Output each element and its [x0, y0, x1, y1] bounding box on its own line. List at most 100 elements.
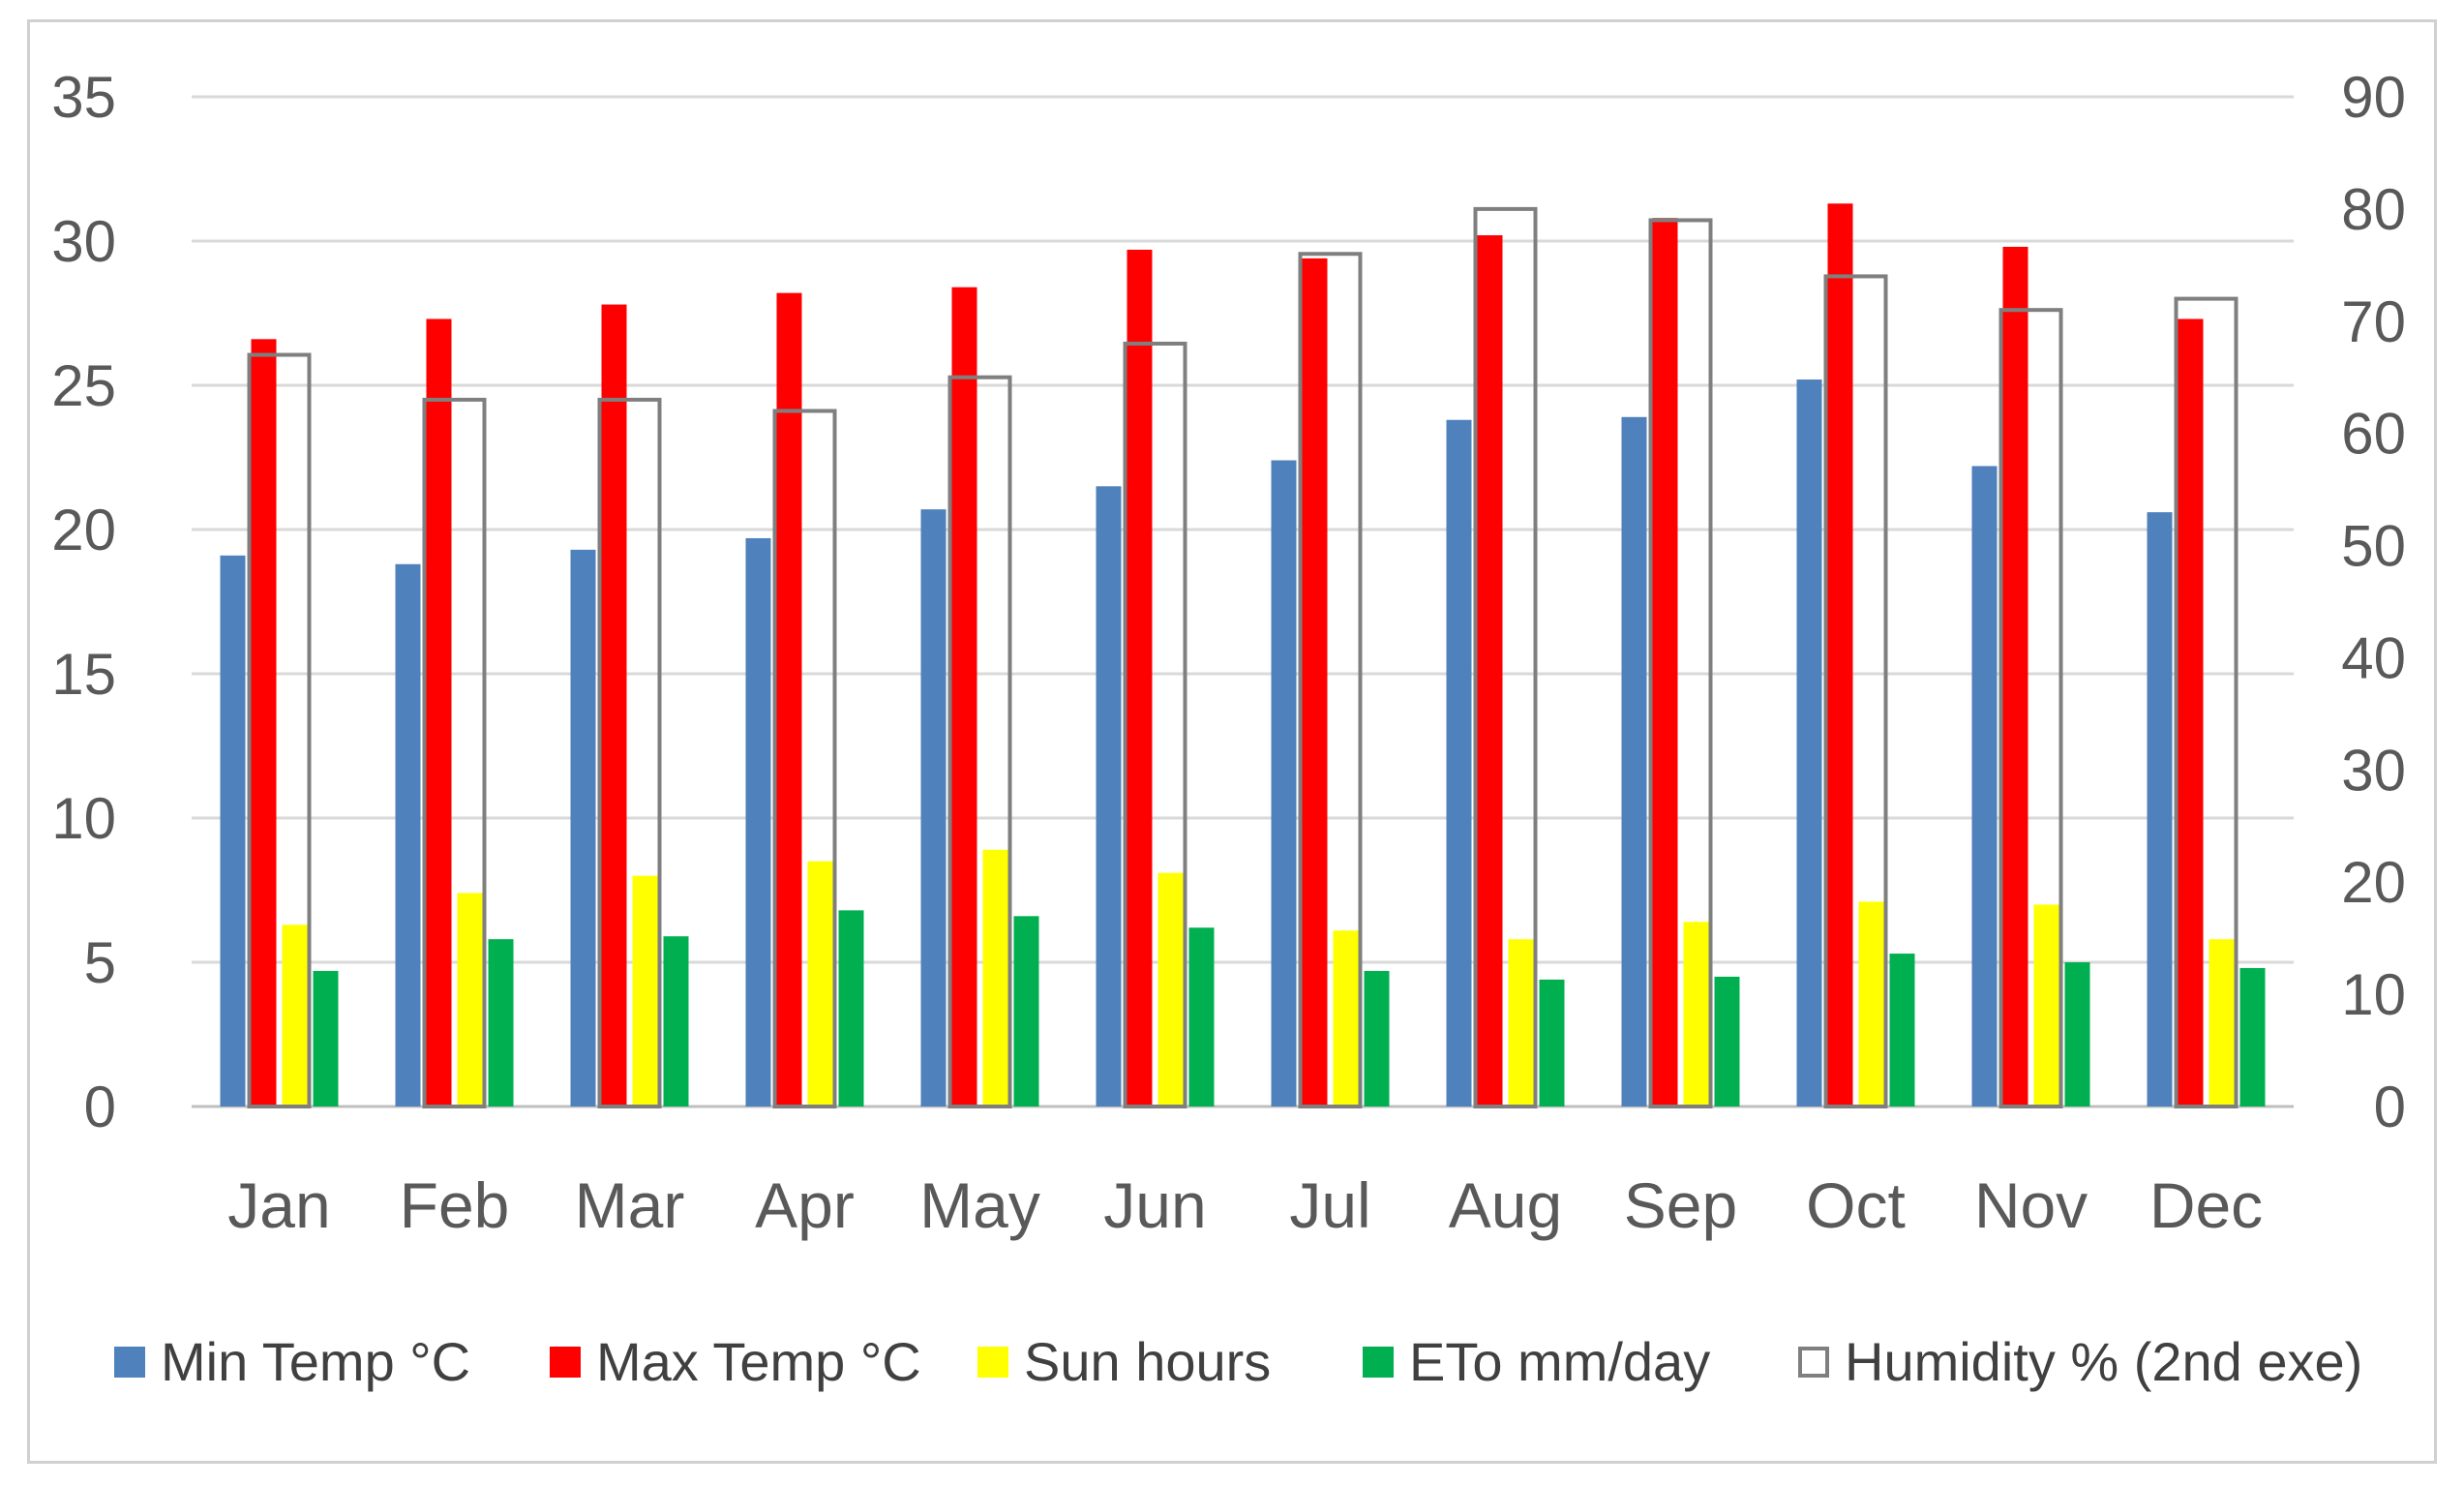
left-axis-tick-label: 10 [51, 786, 116, 851]
bar-humidity [1123, 341, 1187, 1108]
bar-humidity [1473, 206, 1538, 1108]
right-axis-tick-label: 0 [2374, 1075, 2406, 1139]
bar-humidity [1998, 308, 2063, 1108]
bar-humidity [247, 352, 312, 1108]
legend-label: Max Temp °C [596, 1331, 921, 1392]
left-axis-tick-label: 30 [51, 209, 116, 274]
bar-min-temp-c [1971, 466, 1998, 1107]
right-axis-tick-label: 70 [2341, 289, 2406, 354]
bar-sun-hours [282, 925, 308, 1107]
bar-min-temp-c [1096, 486, 1122, 1107]
bar-min-temp-c [2147, 512, 2173, 1107]
x-axis-tick-label: Oct [1806, 1169, 1906, 1241]
legend-swatch [1798, 1347, 1829, 1378]
legend-label: Humidity % (2nd exe) [1845, 1331, 2362, 1392]
bar-min-temp-c [1446, 419, 1472, 1107]
bar-min-temp-c [1621, 416, 1647, 1107]
bar-min-temp-c [920, 509, 947, 1107]
bar-sun-hours [982, 849, 1008, 1107]
right-axis-tick-label: 60 [2341, 402, 2406, 467]
bar-eto-mm-day [838, 910, 864, 1107]
left-axis-tick-label: 5 [84, 930, 116, 995]
legend-label: ETo mm/day [1409, 1331, 1710, 1392]
bar-eto-mm-day [1539, 979, 1565, 1107]
bar-min-temp-c [220, 555, 246, 1107]
legend-swatch [114, 1347, 145, 1378]
bar-humidity [1298, 252, 1363, 1108]
bar-eto-mm-day [488, 939, 514, 1107]
left-axis-tick-label: 35 [51, 65, 116, 130]
left-axis-tick-label: 0 [84, 1075, 116, 1139]
bar-humidity [422, 397, 487, 1108]
bar-min-temp-c [570, 549, 596, 1107]
bar-eto-mm-day [2239, 967, 2266, 1107]
bar-min-temp-c [1271, 460, 1297, 1107]
bar-humidity [597, 397, 662, 1108]
right-axis-tick-label: 90 [2341, 65, 2406, 130]
bar-sun-hours [1683, 922, 1709, 1107]
bar-max-temp-c [1652, 218, 1678, 1107]
bars [220, 203, 2266, 1107]
bar-max-temp-c [1477, 235, 1503, 1107]
x-axis-tick-label: Apr [755, 1169, 855, 1241]
x-axis-tick-label: Nov [1974, 1169, 2088, 1241]
bar-max-temp-c [776, 292, 802, 1107]
bar-max-temp-c [1127, 249, 1153, 1107]
bar-sun-hours [1858, 901, 1884, 1107]
bar-min-temp-c [395, 563, 421, 1107]
bar-sun-hours [1333, 930, 1359, 1107]
x-axis-tick-label: Sep [1624, 1169, 1737, 1241]
bar-eto-mm-day [663, 936, 689, 1107]
legend-swatch [1363, 1347, 1394, 1378]
bar-humidity [1648, 218, 1713, 1108]
bar-humidity [1823, 274, 1888, 1108]
legend-swatch [550, 1347, 581, 1378]
bar-eto-mm-day [313, 970, 339, 1107]
bar-humidity [772, 409, 837, 1108]
bar-max-temp-c [2178, 318, 2204, 1107]
bar-sun-hours [807, 861, 833, 1107]
right-axis-tick-label: 40 [2341, 625, 2406, 690]
right-axis-tick-label: 30 [2341, 738, 2406, 803]
bar-sun-hours [2209, 939, 2235, 1107]
x-axis-tick-label: Feb [400, 1169, 510, 1241]
bar-eto-mm-day [1714, 976, 1740, 1107]
right-axis-tick-label: 20 [2341, 850, 2406, 915]
left-axis-tick-label: 25 [51, 353, 116, 418]
bar-sun-hours [632, 875, 658, 1107]
right-axis-tick-label: 80 [2341, 177, 2406, 242]
bar-max-temp-c [1302, 258, 1328, 1107]
humidity-bars [247, 206, 2239, 1109]
x-axis-tick-label: Jul [1289, 1169, 1370, 1241]
bar-eto-mm-day [1364, 970, 1390, 1107]
bar-sun-hours [1508, 939, 1534, 1107]
left-axis-tick-label: 15 [51, 642, 116, 707]
bar-sun-hours [1157, 872, 1184, 1107]
gridlines [192, 95, 2294, 1108]
x-axis-tick-label: Jan [227, 1169, 330, 1241]
axes: 0 5 10 15 20 25 30 35 0 10 20 30 40 50 60 70 80 90 Jan Feb M… [51, 65, 2406, 1241]
bar-eto-mm-day [1188, 927, 1215, 1107]
legend-label: Min Temp °C [161, 1331, 470, 1392]
bar-min-temp-c [1796, 379, 1822, 1107]
left-axis-tick-label: 20 [51, 498, 116, 562]
x-axis-tick-label: Dec [2149, 1169, 2263, 1241]
legend-swatch [977, 1347, 1008, 1378]
legend-label: Sun hours [1024, 1331, 1271, 1392]
x-axis-tick-label: Aug [1449, 1169, 1562, 1241]
bar-humidity [947, 375, 1012, 1108]
bar-min-temp-c [745, 537, 771, 1107]
right-axis-tick-label: 10 [2341, 962, 2406, 1027]
bar-eto-mm-day [1889, 954, 1915, 1107]
bar-sun-hours [2033, 904, 2059, 1107]
legend: Min Temp °C Max Temp °C Sun hours ETo mm/da… [114, 1331, 2362, 1392]
bar-eto-mm-day [1013, 916, 1039, 1107]
bar-max-temp-c [951, 287, 977, 1107]
right-axis-tick-label: 50 [2341, 514, 2406, 579]
bar-max-temp-c [1827, 203, 1853, 1107]
bar-eto-mm-day [2064, 962, 2090, 1107]
bar-max-temp-c [601, 304, 627, 1107]
bar-max-temp-c [251, 339, 277, 1107]
bar-humidity [2174, 296, 2239, 1109]
